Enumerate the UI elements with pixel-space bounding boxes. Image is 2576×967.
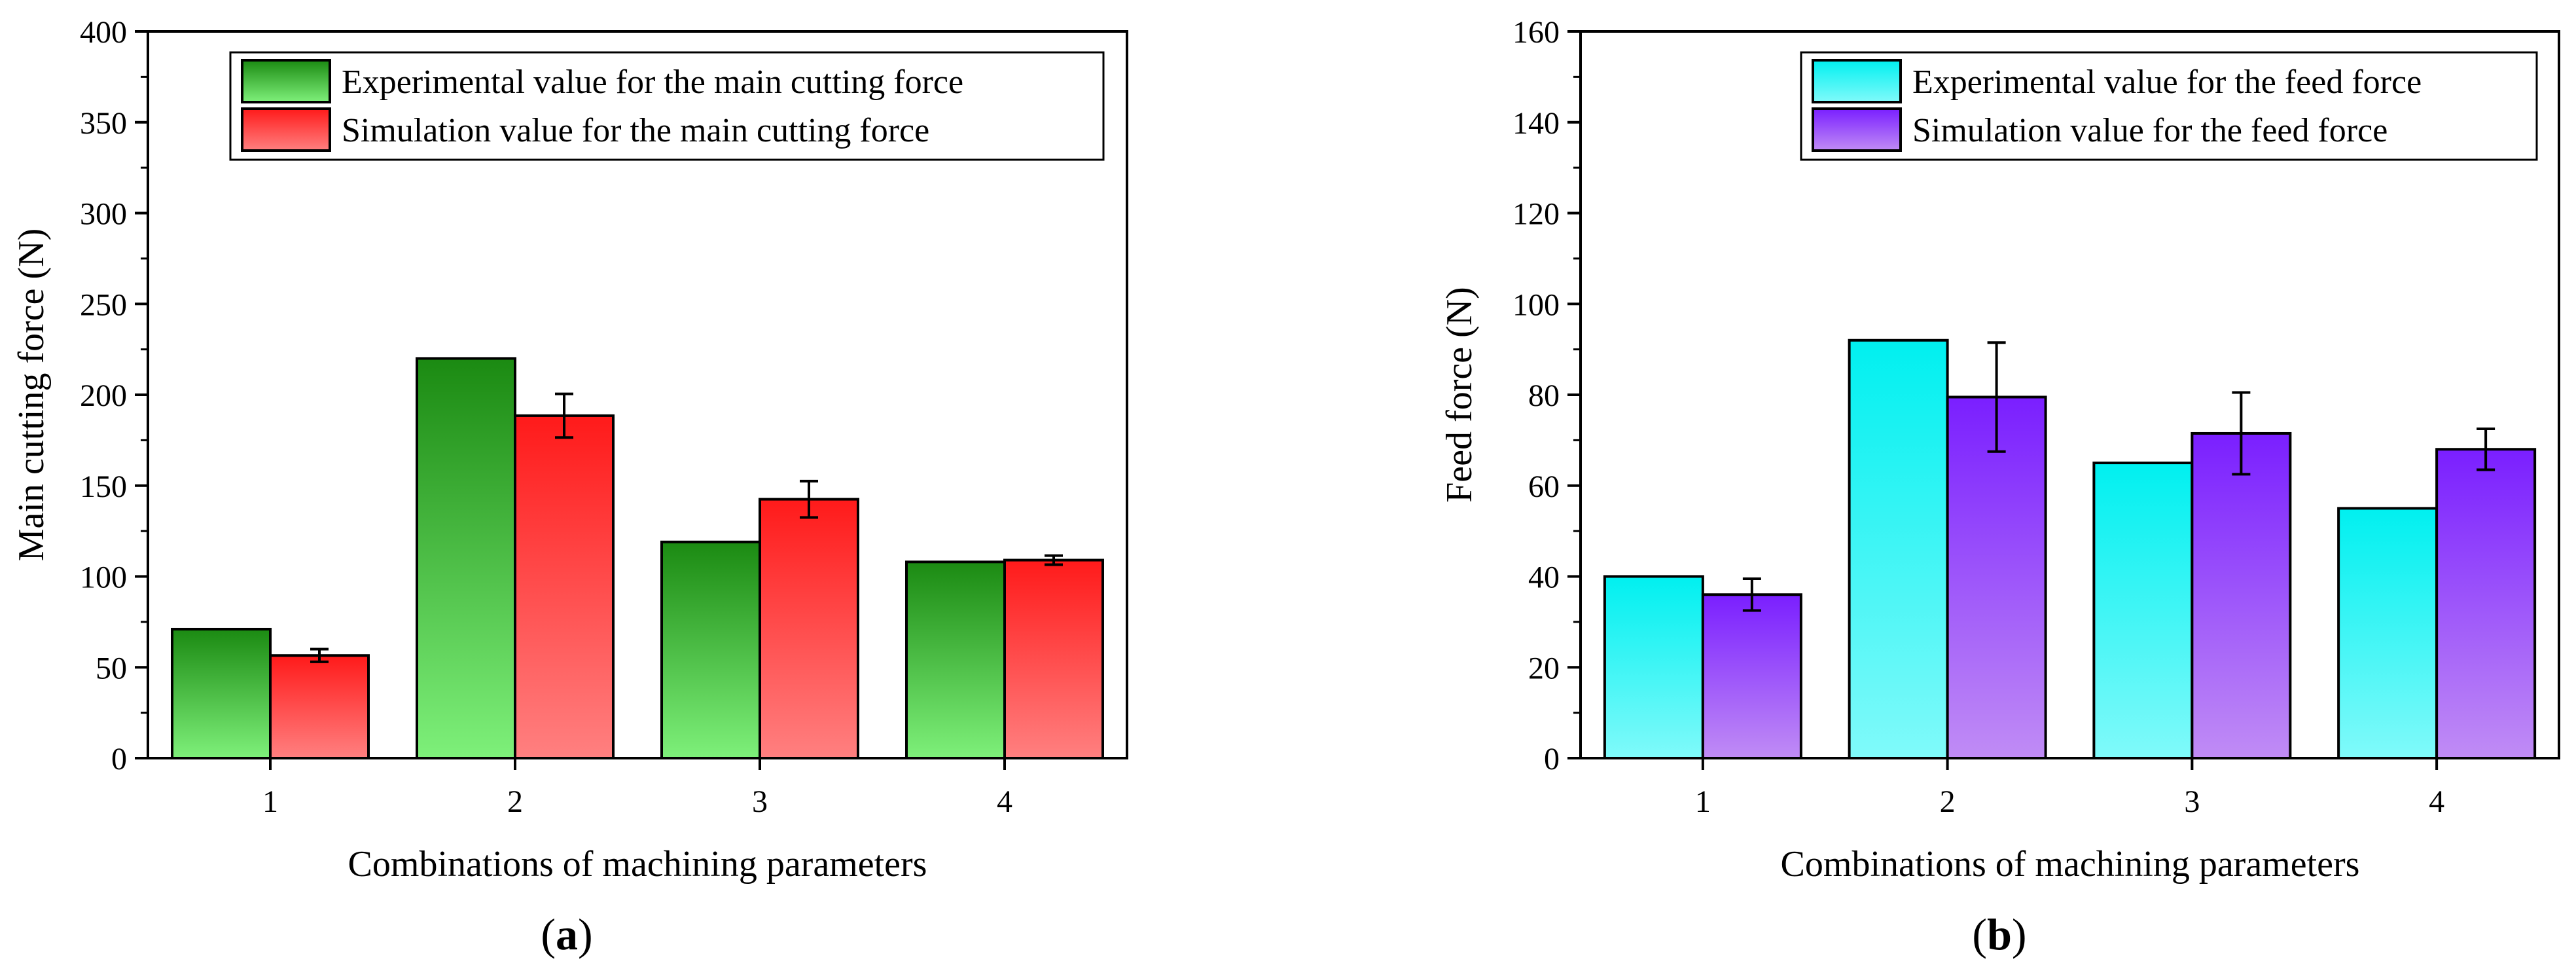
chart-b-error-bar-s2-c2 [1987,341,2006,453]
chart-a-y-tick-label-350: 350 [80,106,127,141]
chart-a-y-tick-label-250: 250 [80,287,127,322]
chart-b-bar-s2-c1 [1701,593,1802,759]
chart-a-legend: Experimental value for the main cutting … [229,51,1105,161]
chart-b-legend: Experimental value for the feed force Sim… [1800,51,2538,161]
chart-b-legend-swatch-2 [1812,107,1902,152]
chart-a-legend-swatch-1 [241,59,331,103]
chart-a-y-tick-label-150: 150 [80,469,127,504]
chart-a-y-tick-label-0: 0 [111,742,127,776]
chart-b-y-tick-label-20: 20 [1528,651,1560,685]
chart-b-bar-s1-c1 [1603,575,1704,759]
chart-a-x-axis-title: Combinations of machining parameters [348,844,927,885]
chart-a-legend-box [229,51,1105,161]
chart-b-error-bar-s2-c4 [2477,428,2496,471]
chart-a-error-bar-s2-c3 [800,479,818,519]
chart-a-error-bar-s2-c1 [310,648,329,663]
chart-b-y-tick-label-60: 60 [1528,469,1560,504]
chart-b-error-bar-s2-c1 [1742,577,1761,612]
chart-panel-a: 1 2 3 4 0 50 100 150 200 250 300 350 400 Experimenta… [11,15,1128,959]
chart-a-bar-s2-c4 [1003,558,1104,760]
chart-a-x-tick-label-2: 2 [507,784,523,819]
chart-a-bar-s2-c2 [514,414,615,759]
chart-a-bar-s1-c1 [171,627,272,759]
chart-a-ticks: 1 2 3 4 0 50 100 150 200 250 300 350 400 [80,15,1012,819]
chart-b-panel-label: (b) [1972,909,2026,959]
chart-b-y-tick-label-0: 0 [1544,742,1560,776]
chart-b-legend-label-2: Simulation value for the feed force [1912,112,2388,149]
chart-b-y-tick-label-160: 160 [1512,15,1560,50]
chart-b-bar-s2-c4 [2435,448,2537,759]
chart-a-y-tick-label-300: 300 [80,197,127,232]
chart-b-bar-s2-c3 [2191,431,2292,759]
chart-b-bar-s1-c4 [2337,507,2439,759]
chart-a-legend-label-1: Experimental value for the main cutting … [342,64,963,101]
chart-a-bar-s1-c4 [905,560,1006,759]
chart-a-bar-s1-c2 [416,357,516,759]
chart-b-marks [1603,338,2537,759]
chart-b-y-tick-label-140: 140 [1512,106,1560,141]
chart-a-legend-label-2: Simulation value for the main cutting fo… [342,112,929,149]
chart-a-bar-s1-c3 [660,540,761,760]
chart-b-y-tick-label-100: 100 [1512,287,1560,322]
chart-a-bar-s2-c3 [759,498,859,759]
chart-a-panel-label: (a) [541,909,592,959]
chart-a-error-bar-s2-c4 [1045,554,1063,566]
chart-a-y-tick-label-200: 200 [80,378,127,413]
chart-b-x-tick-label-4: 4 [2429,784,2444,819]
chart-a-y-tick-label-50: 50 [96,651,127,685]
chart-b-x-tick-label-1: 1 [1695,784,1711,819]
chart-b-bar-s1-c3 [2092,462,2194,759]
chart-a-y-tick-label-100: 100 [80,560,127,595]
chart-b-y-axis-title: Feed force (N) [1439,287,1480,503]
chart-a-legend-swatch-2 [241,107,331,152]
chart-b-y-tick-label-80: 80 [1528,378,1560,413]
chart-a-x-tick-label-3: 3 [752,784,768,819]
chart-a-bar-s2-c1 [269,654,370,760]
chart-b-bar-s1-c2 [1848,338,1949,759]
chart-b-y-tick-label-120: 120 [1512,197,1560,232]
chart-b-x-tick-label-2: 2 [1940,784,1956,819]
chart-b-y-tick-label-40: 40 [1528,560,1560,595]
chart-a-y-axis-title: Main cutting force (N) [11,228,52,561]
chart-a-x-tick-label-4: 4 [997,784,1012,819]
chart-b-legend-label-1: Experimental value for the feed force [1912,64,2422,101]
chart-b-x-tick-label-3: 3 [2184,784,2200,819]
chart-a-error-bar-s2-c2 [555,392,573,439]
chart-b-bar-s2-c2 [1946,395,2047,759]
chart-b-x-axis-title: Combinations of machining parameters [1781,844,2360,885]
chart-a-y-tick-label-400: 400 [80,15,127,50]
chart-b-error-bar-s2-c3 [2232,391,2251,476]
chart-a-x-tick-label-1: 1 [262,784,278,819]
chart-b-legend-box [1800,51,2538,161]
chart-b-legend-swatch-1 [1812,59,1902,103]
chart-a-marks [171,357,1104,760]
